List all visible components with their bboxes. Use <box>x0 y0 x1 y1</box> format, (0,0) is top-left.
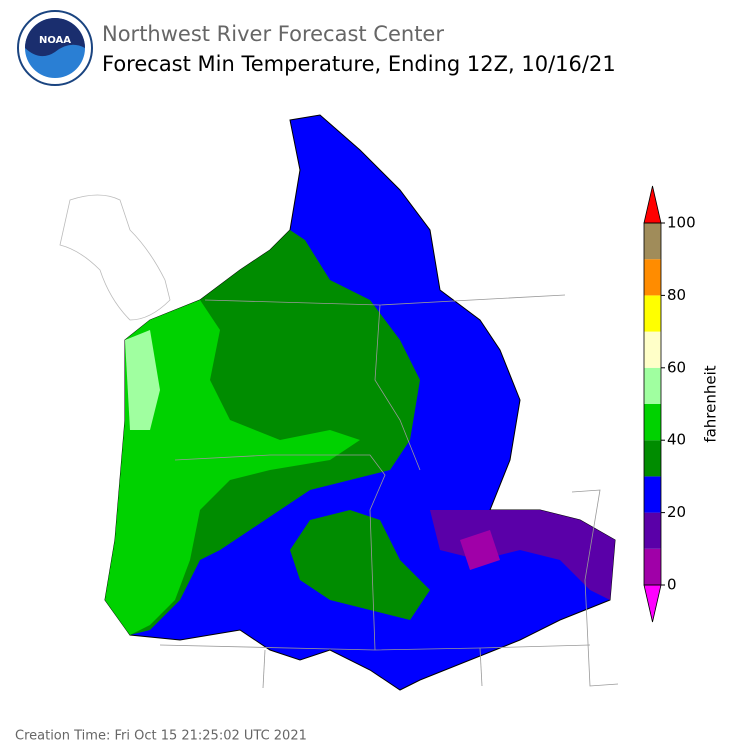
colorbar-segment <box>644 295 661 332</box>
colorbar-frame <box>643 222 662 586</box>
colorbar-segment <box>644 548 661 585</box>
colorbar-tick-label: 40 <box>667 431 686 449</box>
colorbar-tick-label: 100 <box>667 214 696 232</box>
colorbar: 0 20 40 60 80 100 <box>643 185 696 623</box>
colorbar-under <box>643 584 662 623</box>
colorbar-over <box>643 185 662 224</box>
colorbar-segment <box>644 440 661 477</box>
colorbar-tick-label: 80 <box>667 286 686 304</box>
colorbar-segment <box>644 331 661 368</box>
map <box>59 114 619 691</box>
colorbar-segment <box>644 476 661 513</box>
svg-text:NOAA: NOAA <box>39 35 71 46</box>
colorbar-segment <box>644 259 661 296</box>
colorbar-label: fahrenheit <box>702 365 720 442</box>
colorbar-tick-label: 0 <box>667 576 677 594</box>
noaa-logo: NOAA <box>17 10 93 86</box>
creation-time: Creation Time: Fri Oct 15 21:25:02 UTC 2… <box>15 729 307 744</box>
colorbar-tick-label: 20 <box>667 503 686 521</box>
title: Northwest River Forecast Center <box>102 22 444 46</box>
colorbar-segment <box>644 512 661 549</box>
subtitle: Forecast Min Temperature, Ending 12Z, 10… <box>102 52 616 76</box>
colorbar-segment <box>644 367 661 404</box>
colorbar-segment <box>644 223 661 260</box>
colorbar-segment <box>644 404 661 441</box>
colorbar-tick-label: 60 <box>667 358 686 376</box>
